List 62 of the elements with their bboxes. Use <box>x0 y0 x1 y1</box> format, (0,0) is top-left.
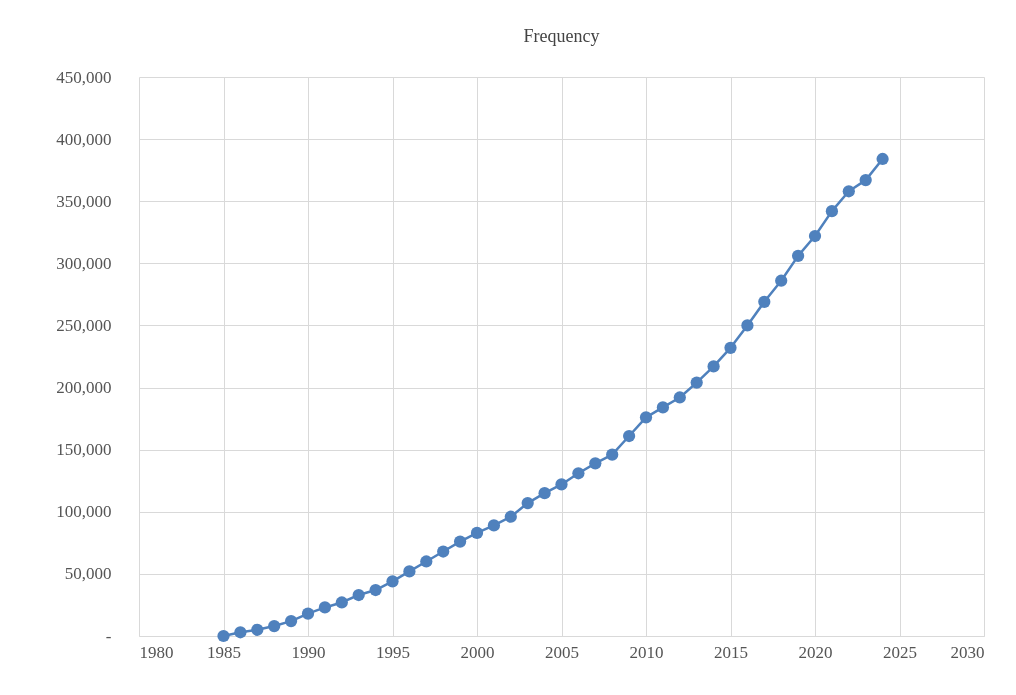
point <box>369 583 382 597</box>
point <box>876 152 889 166</box>
point <box>453 535 467 548</box>
point <box>673 391 686 404</box>
y-tick-label: 100,000 <box>56 502 112 522</box>
y-tick-label: - <box>105 626 112 646</box>
x-tick-label: 2030 <box>950 642 985 662</box>
x-tick-label: 2015 <box>714 642 748 662</box>
point <box>234 626 247 639</box>
x-tick-label: 2005 <box>545 642 579 662</box>
x-tick-label: 1990 <box>291 642 326 662</box>
point <box>859 173 872 187</box>
point <box>301 607 315 620</box>
point <box>690 376 703 389</box>
point <box>791 249 805 262</box>
y-tick-label: 300,000 <box>56 253 112 273</box>
point <box>555 478 568 491</box>
point <box>589 457 602 470</box>
point <box>268 619 281 633</box>
point <box>487 519 501 532</box>
point <box>724 341 737 354</box>
y-tick-label: 400,000 <box>56 129 112 149</box>
y-tick-label: 350,000 <box>56 191 112 211</box>
point <box>217 629 230 643</box>
point <box>470 526 484 540</box>
point <box>758 295 771 308</box>
y-tick-label: 50,000 <box>64 564 112 584</box>
point <box>572 467 585 480</box>
x-tick-label: 2020 <box>798 642 833 662</box>
y-tick-label: 250,000 <box>56 315 112 335</box>
point <box>521 496 534 510</box>
point <box>504 510 517 523</box>
point <box>335 596 348 609</box>
point <box>352 588 365 602</box>
point <box>251 623 264 636</box>
x-tick-label: 2010 <box>629 642 664 662</box>
x-tick-label: 1980 <box>139 642 174 662</box>
x-tick-label: 2000 <box>460 642 495 662</box>
point <box>825 205 839 218</box>
point <box>622 429 636 443</box>
x-tick-label: 1985 <box>207 642 241 662</box>
point <box>639 411 653 424</box>
point <box>538 487 551 500</box>
x-tick-label: 2025 <box>883 642 917 662</box>
point <box>842 185 855 198</box>
point <box>284 614 298 628</box>
y-tick-label: 450,000 <box>56 67 112 87</box>
x-tick-label: 1995 <box>376 642 410 662</box>
point <box>741 319 754 332</box>
point <box>437 545 450 558</box>
y-tick-label: 200,000 <box>56 378 112 398</box>
point <box>318 601 332 614</box>
point <box>808 229 822 243</box>
point <box>606 448 619 461</box>
point <box>707 360 720 373</box>
point <box>775 274 788 287</box>
point <box>656 401 670 414</box>
chart-title: Frequency <box>523 26 600 46</box>
point <box>420 555 433 568</box>
point <box>403 565 416 578</box>
point <box>386 575 399 588</box>
y-tick-label: 150,000 <box>56 440 112 460</box>
